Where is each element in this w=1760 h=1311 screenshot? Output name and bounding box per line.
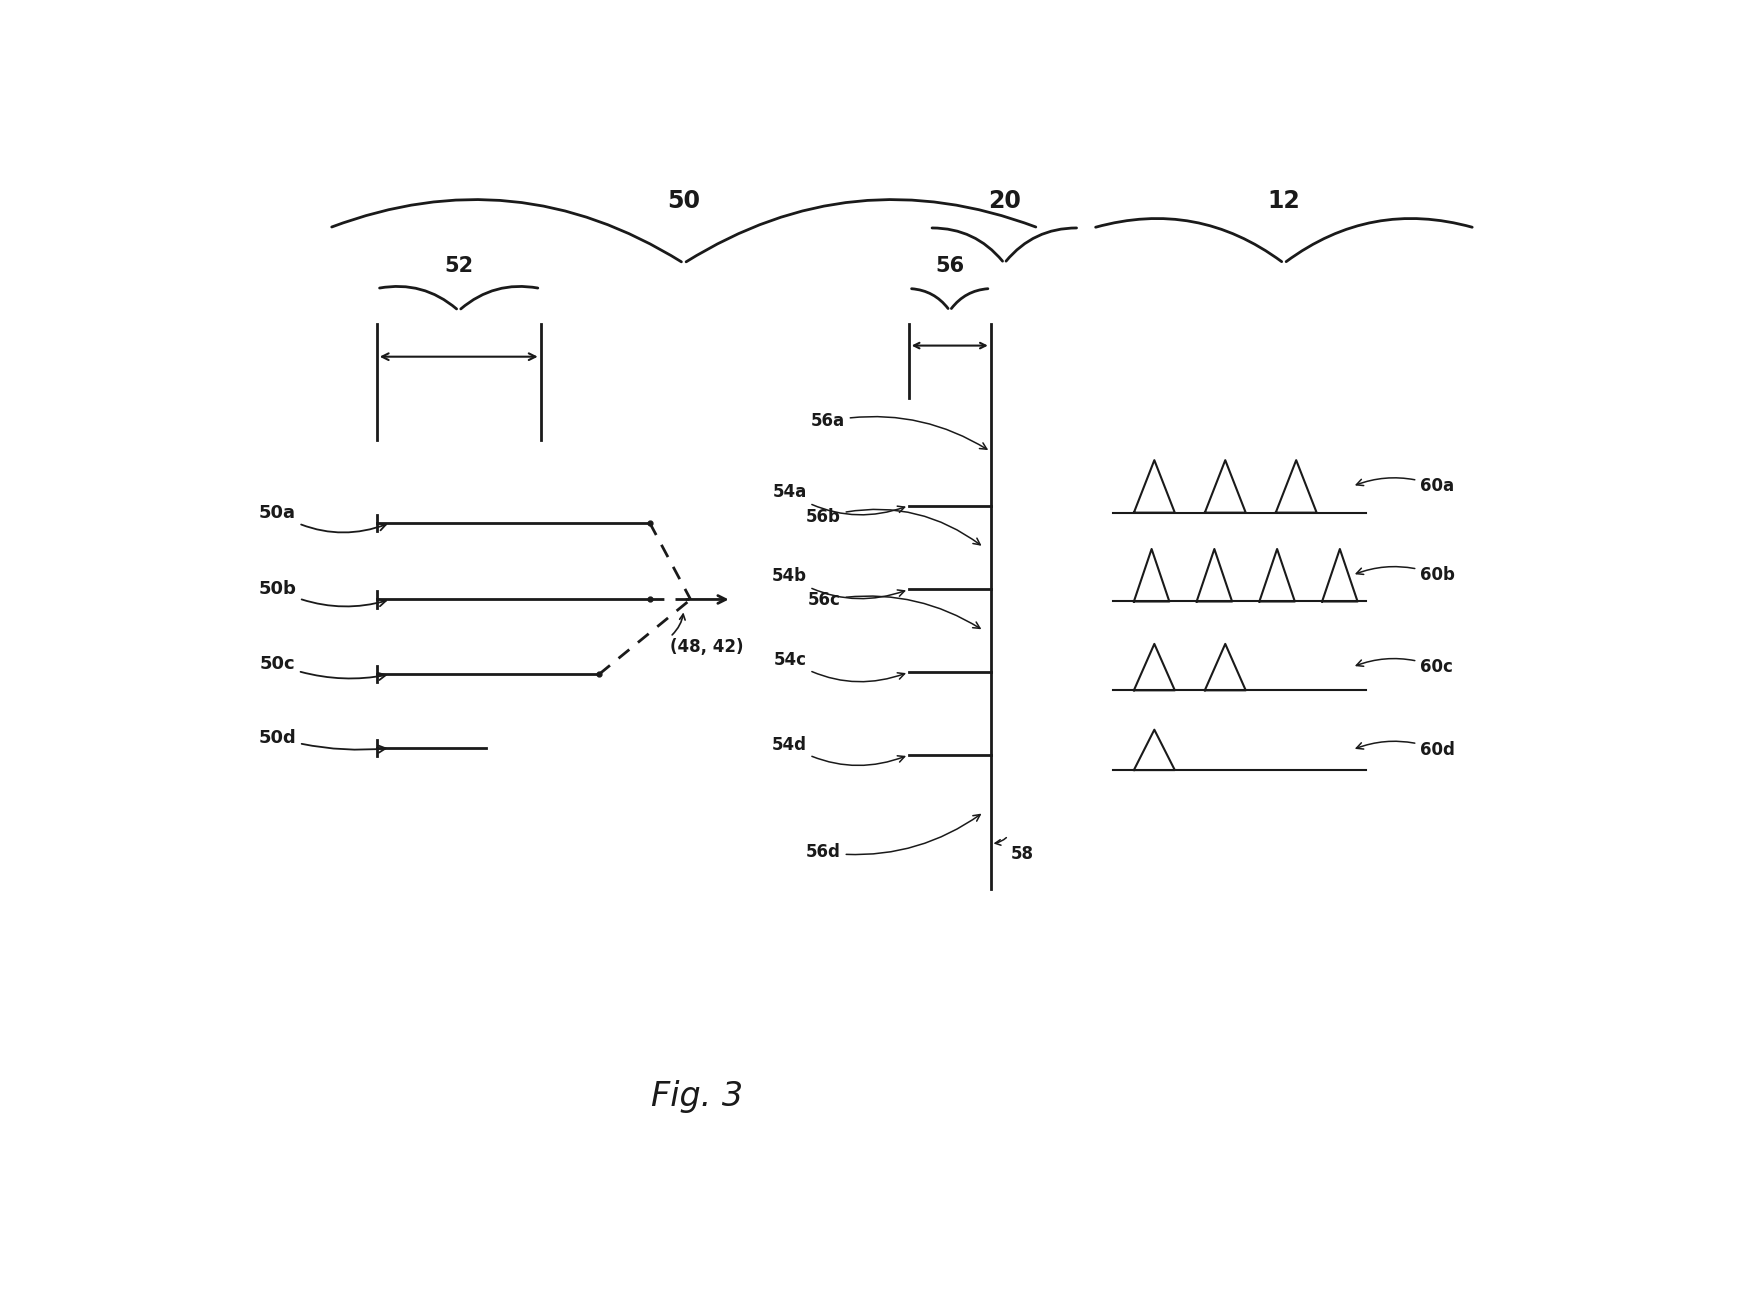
- Text: 54d: 54d: [771, 735, 905, 766]
- Text: 54a: 54a: [773, 484, 905, 515]
- Text: (48, 42): (48, 42): [671, 638, 744, 656]
- Text: Fig. 3: Fig. 3: [651, 1080, 743, 1113]
- Text: 56a: 56a: [811, 412, 987, 450]
- Text: 54b: 54b: [771, 568, 905, 599]
- Text: 56c: 56c: [808, 591, 980, 628]
- Text: 56: 56: [935, 257, 964, 277]
- Text: 12: 12: [1267, 189, 1301, 212]
- Text: 52: 52: [444, 257, 473, 277]
- Text: 58: 58: [1010, 844, 1035, 863]
- Text: 54c: 54c: [774, 652, 905, 682]
- Text: 56d: 56d: [806, 814, 980, 861]
- Text: 60a: 60a: [1357, 477, 1454, 496]
- Text: 20: 20: [987, 189, 1021, 212]
- Text: 56b: 56b: [806, 509, 980, 545]
- Text: 60d: 60d: [1357, 741, 1456, 759]
- Text: 50d: 50d: [259, 729, 385, 753]
- Text: 50: 50: [667, 189, 700, 212]
- Text: 50a: 50a: [259, 503, 385, 532]
- Text: 60c: 60c: [1357, 658, 1454, 676]
- Text: 60b: 60b: [1357, 566, 1456, 585]
- Text: 50b: 50b: [259, 581, 385, 607]
- Text: 50c: 50c: [259, 656, 385, 680]
